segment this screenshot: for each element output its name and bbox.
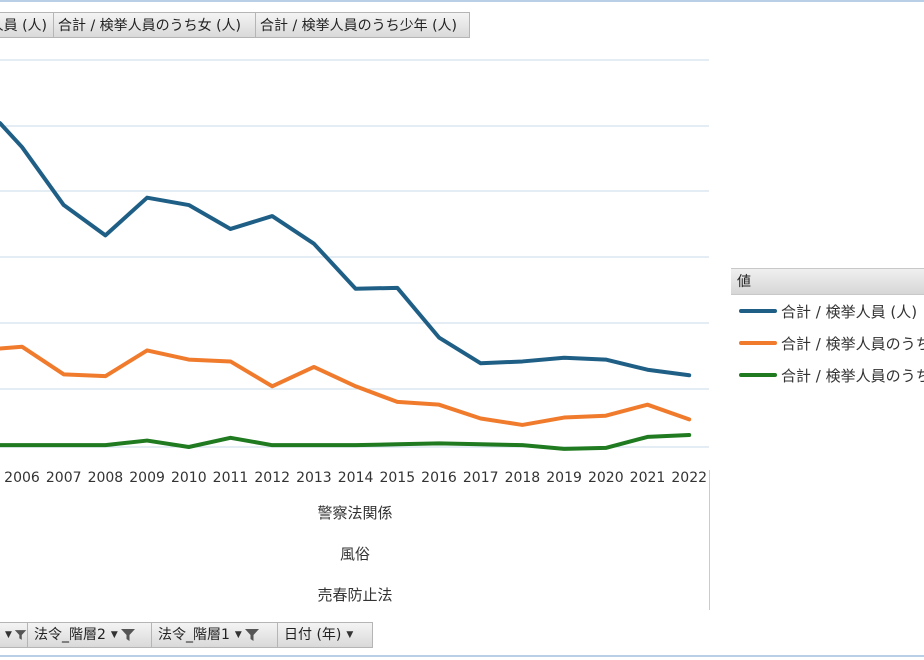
gridlines [0,59,709,448]
axis-field-label-level1[interactable]: 売春防止法 [317,586,393,604]
x-tick-label: 2010 [171,470,207,486]
value-field-button-juvenile[interactable]: 合計 / 検挙人員のうち少年 (人) [256,12,470,38]
legend-item-juvenile[interactable]: 合計 / 検挙人員のうち少年 (人) [731,359,924,391]
filter-funnel-icon [14,630,27,640]
dropdown-arrow-icon: ▼ [346,630,354,640]
x-tick-label: 2006 [4,470,40,486]
value-field-button-total[interactable]: 合計 / 検挙人員 (人) [0,12,54,38]
filter-button-law-level2[interactable]: 法令_階層2 ▼ [28,622,152,648]
x-tick-label: 2017 [463,470,499,486]
x-tick-label: 2018 [505,470,541,486]
x-tick-label: 2008 [88,470,124,486]
x-tick-label: 2022 [671,470,707,486]
x-tick-label: 2019 [546,470,582,486]
legend-swatch-female [739,341,777,345]
filter-button-date-year[interactable]: 日付 (年) ▼ [278,622,373,648]
legend-item-female[interactable]: 合計 / 検挙人員のうち女 (人) [731,327,924,359]
value-field-buttons: 合計 / 検挙人員 (人) 合計 / 検挙人員のうち女 (人) 合計 / 検挙人… [0,12,470,38]
legend-swatch-total [739,309,777,313]
x-tick-label: 2014 [338,470,374,486]
legend-label-female: 合計 / 検挙人員のうち女 (人) [781,334,924,353]
x-tick-label: 2015 [379,470,415,486]
legend: 値 合計 / 検挙人員 (人) 合計 / 検挙人員のうち女 (人) 合計 / 検… [731,268,924,391]
bottom-border [0,655,924,657]
x-tick-label: 2012 [254,470,290,486]
x-tick-label: 2021 [630,470,666,486]
legend-label-total: 合計 / 検挙人員 (人) [781,302,918,321]
plot-area-border [709,470,710,610]
filter-button-law-level1[interactable]: 法令_階層1 ▼ [152,622,278,648]
x-tick-label: 2007 [46,470,82,486]
x-tick-label: 2011 [213,470,249,486]
x-tick-label: 2009 [129,470,165,486]
axis-field-label-level2[interactable]: 風俗 [339,545,370,563]
filter-button-hidden[interactable]: ▼ [0,622,28,648]
legend-swatch-juvenile [739,373,777,377]
axis-field-label-level3[interactable]: 警察法関係 [317,504,393,522]
axis-filter-bar: ▼ 法令_階層2 ▼ 法令_階層1 ▼ 日付 (年) ▼ [0,622,373,648]
series-line-1[interactable] [0,344,692,427]
value-field-button-female[interactable]: 合計 / 検挙人員のうち女 (人) [54,12,256,38]
filter-label-law-level1: 法令_階層1 [158,627,230,643]
series-lines [0,121,692,451]
series-line-0[interactable] [0,121,692,378]
filter-funnel-icon [120,629,135,641]
x-tick-label: 2016 [421,470,457,486]
legend-header[interactable]: 値 [731,268,924,295]
dropdown-arrow-icon: ▼ [5,630,12,640]
series-line-2[interactable] [0,433,692,451]
x-tick-label: 2013 [296,470,332,486]
x-axis-tick-labels: 2006 2007 2008 2009 2010 2011 2012 2013 2014 2015… [4,470,707,486]
x-tick-label: 2020 [588,470,624,486]
filter-label-law-level2: 法令_階層2 [34,627,106,643]
legend-item-total[interactable]: 合計 / 検挙人員 (人) [731,295,924,327]
filter-funnel-icon [244,629,259,641]
filter-label-date-year: 日付 (年) [284,627,342,643]
dropdown-arrow-icon: ▼ [234,630,242,640]
top-border [0,0,924,2]
legend-label-juvenile: 合計 / 検挙人員のうち少年 (人) [781,366,924,385]
dropdown-arrow-icon: ▼ [110,630,118,640]
